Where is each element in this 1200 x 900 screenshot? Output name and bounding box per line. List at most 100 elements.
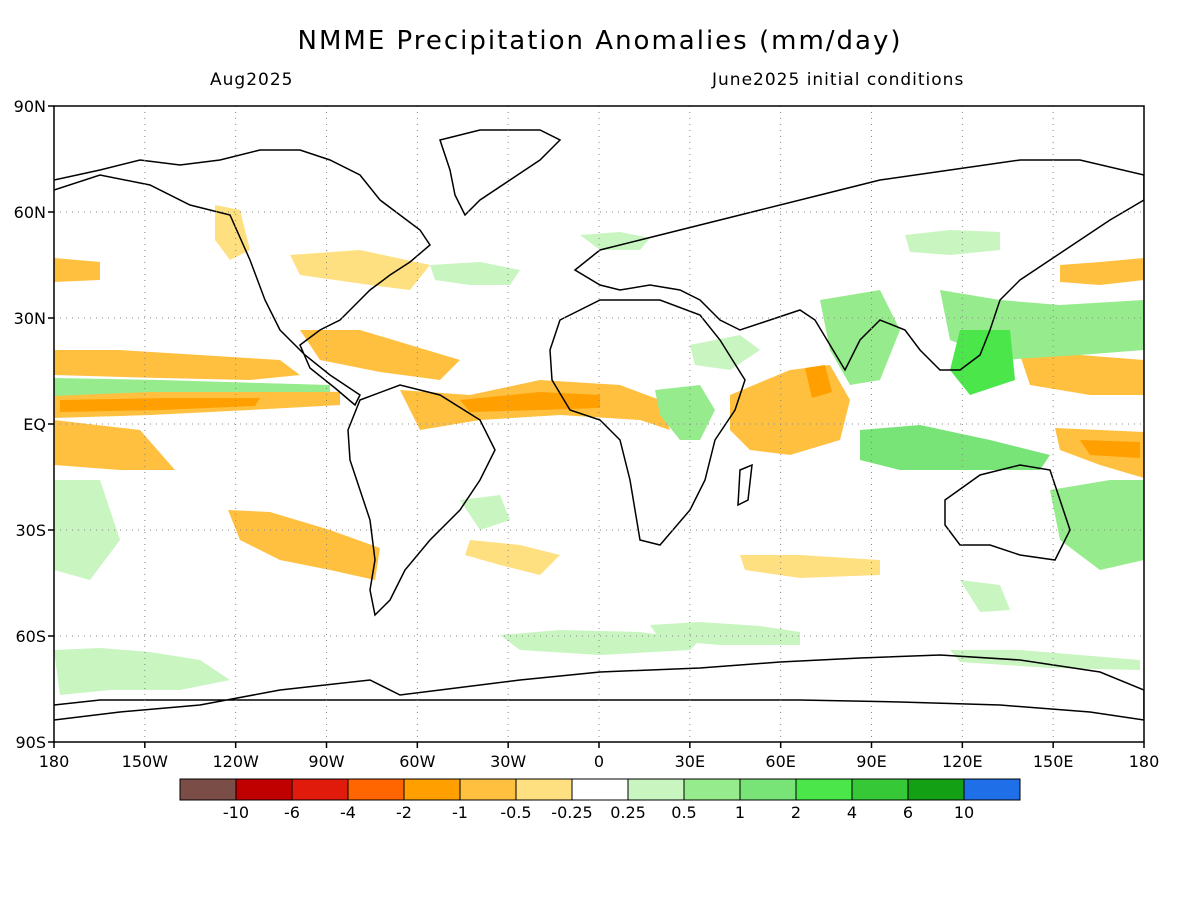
lat-label: 60S [15,627,46,646]
coast-eurasia [573,159,1144,372]
colorbar-label: -1 [452,803,468,822]
dry-core-wpac [1080,440,1140,458]
colorbar-swatch [739,778,797,801]
wet-patch-australia-east [1050,480,1144,570]
dry-patch-indian-ocean [730,365,850,455]
colorbar-label: 0.25 [610,803,646,822]
dry-patch-north-america [290,250,430,290]
colorbar-swatch [627,778,685,801]
lon-label: 120E [942,752,983,771]
dry-patch-w-pacific-north [1020,355,1144,395]
dry-patch-se-pacific [228,510,380,580]
lon-label: 30E [675,752,705,771]
colorbar-label: -10 [223,803,249,822]
coast-australia [944,464,1071,561]
colorbar-label: -2 [396,803,412,822]
longitude-labels: 180 150W 120W 90W 60W 30W 0 30E 60E 90E 120E 150E 18… [39,752,1160,771]
wet-band-north-pacific-itcz [54,378,330,396]
wet-patch-maritime-continent [860,425,1050,470]
wet-patch-antarctic-coast [950,650,1140,670]
wet-patch-brazil [460,495,510,530]
latitude-labels: 90N 60N 30N EQ 30S 60S 90S [14,97,46,752]
colorbar-label: 6 [903,803,913,822]
coast-antarctica [54,654,1144,721]
coast-madagascar [737,463,753,507]
lat-label: 90N [14,97,46,116]
wet-band-southern-ocean [500,630,700,655]
wet-patch-southern-pacific [54,648,230,695]
lat-label: 30N [14,309,46,328]
axis-ticks [48,105,1145,748]
lon-label: 90W [308,752,344,771]
lon-label: 120W [212,752,259,771]
colorbar-label: 2 [791,803,801,822]
wet-patch-siberia [905,230,1000,255]
colorbar-swatch [291,778,349,801]
dry-patch-south-atlantic [465,540,560,575]
colorbar-swatch [403,778,461,801]
colorbar-swatch [571,778,629,801]
colorbar-swatch [515,778,573,801]
wet-patch-sw-indian [960,580,1010,612]
colorbar-swatch [235,778,293,801]
lon-label: 180 [1129,752,1160,771]
dry-core-arabian-sea [805,365,832,398]
colorbar-swatch [459,778,517,801]
dry-patch-canada [215,205,250,260]
lon-label: 60W [399,752,435,771]
wet-patch-se-asia-core [950,330,1015,395]
map-title: NMME Precipitation Anomalies (mm/day) [297,26,903,56]
wet-patch-europe [580,232,650,250]
lon-label: 30W [490,752,526,771]
valid-month-label: Aug2025 [210,70,294,90]
colorbar-labels: -10 -6 -4 -2 -1 -0.5 -0.25 0.25 0.5 1 2 4 6 10 [223,803,974,822]
anomaly-shading [54,205,1144,695]
lon-label: 60E [765,752,795,771]
initial-conditions-label: June2025 initial conditions [712,70,965,90]
colorbar-label: -4 [340,803,356,822]
colorbar-label: 0.5 [671,803,696,822]
coast-greenland [439,129,562,217]
wet-patch-arabian [690,335,760,370]
colorbar [179,778,1021,801]
coastlines [54,129,1144,721]
lat-label: 90S [15,733,46,752]
gridlines [54,106,1144,742]
coast-south-america [347,384,496,617]
coast-north-america [54,149,431,407]
wet-patch-north-atlantic [430,262,520,285]
coast-africa [549,299,746,546]
colorbar-swatch [851,778,909,801]
dry-patch-north-pacific [54,258,100,282]
wet-patch-east-africa [655,385,715,440]
dry-patch-japan-sea [1060,258,1144,285]
wet-patch-indian-southern [650,622,800,645]
colorbar-label: 4 [847,803,857,822]
colorbar-label: -0.25 [551,803,592,822]
lon-label: 150E [1033,752,1074,771]
lon-label: 180 [39,752,70,771]
dry-band-south-pacific [54,420,175,470]
colorbar-swatch [963,778,1021,801]
dry-patch-south-indian [740,555,880,578]
colorbar-swatch [179,778,237,801]
colorbar-swatch [347,778,405,801]
colorbar-label: 1 [735,803,745,822]
dry-core-atlantic [460,392,600,412]
dry-core-pacific-itcz [60,398,260,412]
lon-label: 90E [856,752,886,771]
colorbar-label: -0.5 [500,803,531,822]
lon-label: 150W [122,752,169,771]
colorbar-label: -6 [284,803,300,822]
lat-label: 60N [14,203,46,222]
dry-patch-caribbean [300,330,460,380]
colorbar-swatch [907,778,965,801]
colorbar-swatch [683,778,741,801]
wet-patch-south-pacific [54,480,120,580]
colorbar-swatch [795,778,853,801]
dry-band-east-pacific [54,350,300,380]
colorbar-label: 10 [954,803,974,822]
lon-label: 0 [594,752,604,771]
lat-label: EQ [23,415,46,434]
